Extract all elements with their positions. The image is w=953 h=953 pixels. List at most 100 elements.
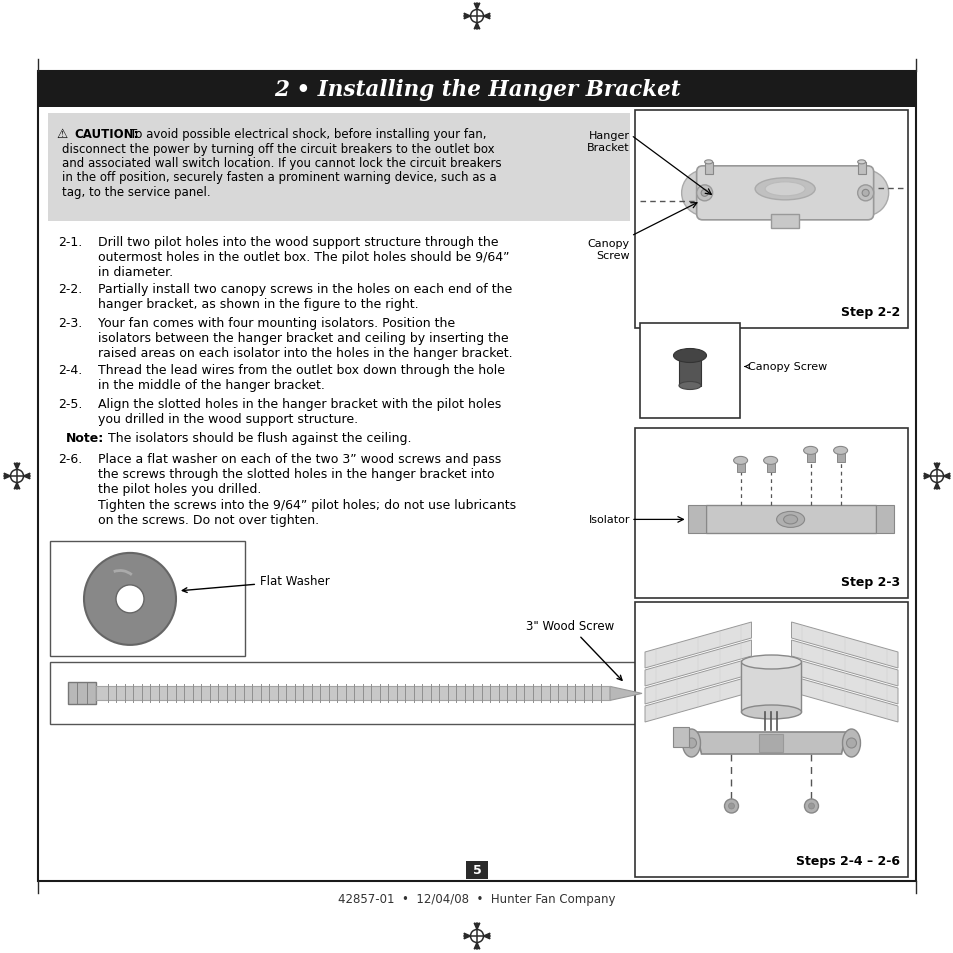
Circle shape xyxy=(803,800,818,813)
Text: Hanger
Bracket: Hanger Bracket xyxy=(587,131,629,152)
Polygon shape xyxy=(687,506,705,534)
Text: 5: 5 xyxy=(472,863,481,877)
Bar xyxy=(759,734,782,752)
Polygon shape xyxy=(644,640,751,686)
Polygon shape xyxy=(474,24,479,30)
Polygon shape xyxy=(791,659,897,704)
Text: Step 2-2: Step 2-2 xyxy=(840,306,899,318)
Ellipse shape xyxy=(764,183,804,196)
Polygon shape xyxy=(483,933,490,939)
Ellipse shape xyxy=(833,447,846,455)
Circle shape xyxy=(723,800,738,813)
Text: Align the slotted holes in the hanger bracket with the pilot holes
you drilled i: Align the slotted holes in the hanger br… xyxy=(98,397,500,426)
Bar xyxy=(806,451,814,463)
Bar xyxy=(38,71,915,108)
Circle shape xyxy=(728,803,734,809)
Text: 2-6.: 2-6. xyxy=(58,453,82,466)
Ellipse shape xyxy=(857,161,864,165)
Text: 2-1.: 2-1. xyxy=(58,235,82,249)
Bar xyxy=(635,111,907,329)
Text: Flat Washer: Flat Washer xyxy=(182,575,330,593)
Text: in the off position, securely fasten a prominent warning device, such as a: in the off position, securely fasten a p… xyxy=(62,172,497,184)
Bar xyxy=(679,356,700,386)
Ellipse shape xyxy=(755,178,814,201)
Text: Canopy
Screw: Canopy Screw xyxy=(587,239,629,260)
Polygon shape xyxy=(609,687,641,700)
Circle shape xyxy=(116,585,144,614)
Text: Tighten the screws into the 9/64” pilot holes; do not use lubricants
on the scre: Tighten the screws into the 9/64” pilot … xyxy=(98,498,516,526)
Ellipse shape xyxy=(762,456,777,465)
Ellipse shape xyxy=(802,447,817,455)
Ellipse shape xyxy=(679,382,700,390)
Polygon shape xyxy=(474,4,479,10)
Ellipse shape xyxy=(740,705,801,720)
Text: Your fan comes with four mounting isolators. Position the
isolators between the : Your fan comes with four mounting isolat… xyxy=(98,316,512,359)
Polygon shape xyxy=(14,483,20,490)
Ellipse shape xyxy=(782,516,797,524)
Text: Partially install two canopy screws in the holes on each end of the
hanger brack: Partially install two canopy screws in t… xyxy=(98,283,512,311)
Circle shape xyxy=(681,171,727,216)
Bar xyxy=(740,662,801,712)
Polygon shape xyxy=(791,640,897,686)
Polygon shape xyxy=(644,622,751,668)
Text: Place a flat washer on each of the two 3” wood screws and pass
the screws throug: Place a flat washer on each of the two 3… xyxy=(98,453,500,496)
Text: 3" Wood Screw: 3" Wood Screw xyxy=(525,619,621,680)
Text: Canopy Screw: Canopy Screw xyxy=(744,362,826,372)
Bar xyxy=(736,461,744,473)
Polygon shape xyxy=(14,463,20,470)
Text: tag, to the service panel.: tag, to the service panel. xyxy=(62,186,211,199)
Polygon shape xyxy=(474,943,479,949)
Text: Note:: Note: xyxy=(66,431,104,444)
Circle shape xyxy=(807,803,814,809)
Ellipse shape xyxy=(733,456,747,465)
Polygon shape xyxy=(943,474,949,479)
Bar xyxy=(48,113,629,222)
Bar xyxy=(770,214,799,229)
FancyBboxPatch shape xyxy=(696,167,873,220)
Bar xyxy=(50,662,649,724)
Circle shape xyxy=(84,554,175,645)
Polygon shape xyxy=(933,483,939,490)
Circle shape xyxy=(862,191,868,197)
Text: ⚠: ⚠ xyxy=(56,128,68,141)
Polygon shape xyxy=(644,659,751,704)
Bar xyxy=(635,602,907,877)
Polygon shape xyxy=(875,506,893,534)
Circle shape xyxy=(686,739,696,748)
Text: 42857-01  •  12/04/08  •  Hunter Fan Company: 42857-01 • 12/04/08 • Hunter Fan Company xyxy=(338,893,615,905)
Bar xyxy=(635,429,907,598)
Polygon shape xyxy=(4,474,10,479)
Text: Steps 2-4 – 2-6: Steps 2-4 – 2-6 xyxy=(795,854,899,867)
Text: Isolator: Isolator xyxy=(588,515,629,525)
Polygon shape xyxy=(791,677,897,722)
Circle shape xyxy=(700,191,707,197)
Text: 2-3.: 2-3. xyxy=(58,316,82,330)
Text: and associated wall switch location. If you cannot lock the circuit breakers: and associated wall switch location. If … xyxy=(62,157,501,170)
Polygon shape xyxy=(791,622,897,668)
Ellipse shape xyxy=(681,729,700,758)
Polygon shape xyxy=(463,14,470,20)
Bar xyxy=(96,687,609,700)
Text: Thread the lead wires from the outlet box down through the hole
in the middle of: Thread the lead wires from the outlet bo… xyxy=(98,364,504,392)
Text: Step 2-3: Step 2-3 xyxy=(840,576,899,588)
Bar xyxy=(68,682,96,704)
Text: Drill two pilot holes into the wood support structure through the
outermost hole: Drill two pilot holes into the wood supp… xyxy=(98,235,509,278)
Text: 2-4.: 2-4. xyxy=(58,364,82,377)
Text: CAUTION:: CAUTION: xyxy=(74,128,138,141)
Ellipse shape xyxy=(740,656,801,669)
Bar xyxy=(50,542,245,657)
Text: The isolators should be flush against the ceiling.: The isolators should be flush against th… xyxy=(108,431,411,444)
Ellipse shape xyxy=(704,161,712,165)
Polygon shape xyxy=(24,474,30,479)
Text: To avoid possible electrical shock, before installing your fan,: To avoid possible electrical shock, befo… xyxy=(130,128,486,141)
Bar xyxy=(639,324,740,418)
Polygon shape xyxy=(644,677,751,722)
Circle shape xyxy=(696,186,712,202)
Bar xyxy=(766,461,774,473)
Ellipse shape xyxy=(776,512,803,528)
Polygon shape xyxy=(696,732,845,754)
Text: 2-5.: 2-5. xyxy=(58,397,82,411)
Polygon shape xyxy=(463,933,470,939)
Circle shape xyxy=(841,171,887,216)
Bar xyxy=(465,862,488,879)
